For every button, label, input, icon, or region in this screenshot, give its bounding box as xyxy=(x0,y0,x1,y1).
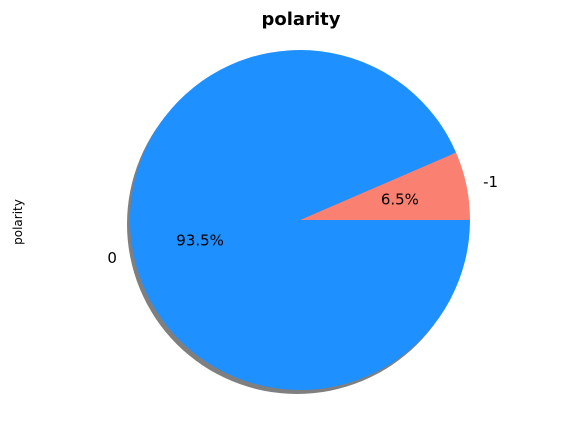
pie-slices xyxy=(129,49,470,390)
percent-label-0: 93.5% xyxy=(176,232,224,250)
category-label-neg1: -1 xyxy=(483,173,498,191)
category-label-0: 0 xyxy=(107,249,117,267)
y-axis-label: polarity xyxy=(11,199,25,245)
pie-labels: -1 6.5% 0 93.5% xyxy=(107,173,498,267)
pie-slice-0 xyxy=(129,49,470,390)
chart-title: polarity xyxy=(262,9,341,30)
percent-label-neg1: 6.5% xyxy=(381,190,419,208)
pie-slice-neg1 xyxy=(300,152,470,220)
